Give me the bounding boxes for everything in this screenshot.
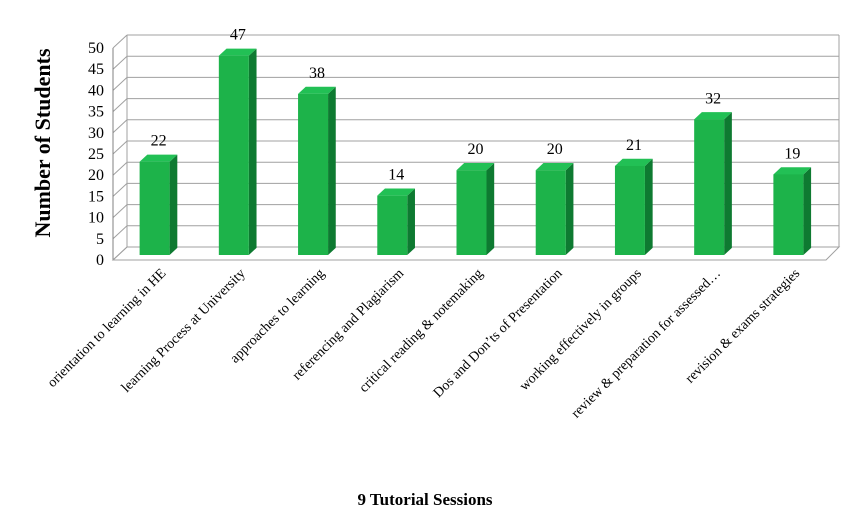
data-label: 32 [705, 90, 721, 107]
bar-front [536, 170, 566, 255]
data-label: 14 [388, 167, 404, 184]
bar [140, 155, 178, 255]
bar-side [249, 49, 257, 255]
data-label: 47 [230, 27, 246, 44]
y-tick-label: 50 [88, 40, 104, 57]
data-label: 19 [784, 145, 800, 162]
y-tick-label: 15 [88, 188, 104, 205]
gridline-side [113, 183, 127, 196]
y-tick-label: 25 [88, 146, 104, 163]
bar-front [615, 166, 645, 255]
bar-front [298, 94, 328, 255]
x-axis-label: 9 Tutorial Sessions [357, 490, 492, 509]
bar [219, 49, 257, 255]
bar [536, 163, 574, 255]
bar-side [170, 155, 178, 255]
y-tick-label: 20 [88, 167, 104, 184]
bar-front [219, 56, 249, 255]
bar-front [140, 162, 170, 255]
data-label: 38 [309, 65, 325, 82]
bar-side [487, 163, 495, 255]
bar-side [328, 87, 336, 255]
y-tick-label: 30 [88, 125, 104, 142]
bar [457, 163, 495, 255]
bar-side [566, 163, 574, 255]
gridline-side [113, 120, 127, 133]
bar-side [803, 167, 811, 255]
bar-front [773, 174, 803, 255]
bar-front [457, 170, 487, 255]
gridline-side [113, 162, 127, 175]
bar-side [724, 112, 732, 255]
gridline-side [113, 226, 127, 239]
bar-side [645, 159, 653, 255]
y-tick-label: 40 [88, 82, 104, 99]
gridline-side [113, 77, 127, 90]
bar-front [694, 119, 724, 255]
gridline-side [113, 141, 127, 154]
bar [615, 159, 653, 255]
gridline-side [113, 35, 127, 48]
data-label: 20 [468, 141, 484, 158]
y-tick-label: 10 [88, 210, 104, 227]
category-label: Dos and Don’ts of Presentation [431, 266, 566, 401]
y-tick-label: 0 [96, 252, 104, 269]
data-label: 21 [626, 137, 642, 154]
gridline-side [113, 205, 127, 218]
bar-side [407, 188, 415, 255]
bar [298, 87, 336, 255]
bar [694, 112, 732, 255]
y-tick-label: 5 [96, 231, 104, 248]
gridline-side [113, 56, 127, 69]
category-label: review & preparation for assessed… [569, 266, 724, 421]
y-axis-ticks: 0 5 10 15 20 25 30 35 40 45 50 [88, 40, 104, 269]
data-label: 20 [547, 141, 563, 158]
y-tick-label: 45 [88, 61, 104, 78]
bar [773, 167, 811, 255]
y-axis-label: Number of Students [30, 48, 55, 238]
gridline-side [113, 99, 127, 112]
data-label: 22 [151, 133, 167, 150]
y-tick-label: 35 [88, 104, 104, 121]
bar [377, 188, 415, 255]
bar-front [377, 196, 407, 255]
